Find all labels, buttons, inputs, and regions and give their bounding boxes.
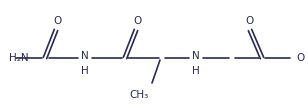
Text: N: N <box>192 51 200 61</box>
Text: H: H <box>192 66 200 76</box>
Text: O: O <box>296 53 304 63</box>
Text: O: O <box>245 16 253 26</box>
Text: CH₃: CH₃ <box>130 90 149 100</box>
Text: H: H <box>81 66 89 76</box>
Text: O: O <box>133 16 141 26</box>
Text: H₂N: H₂N <box>9 53 29 63</box>
Text: O: O <box>53 16 61 26</box>
Text: N: N <box>81 51 89 61</box>
